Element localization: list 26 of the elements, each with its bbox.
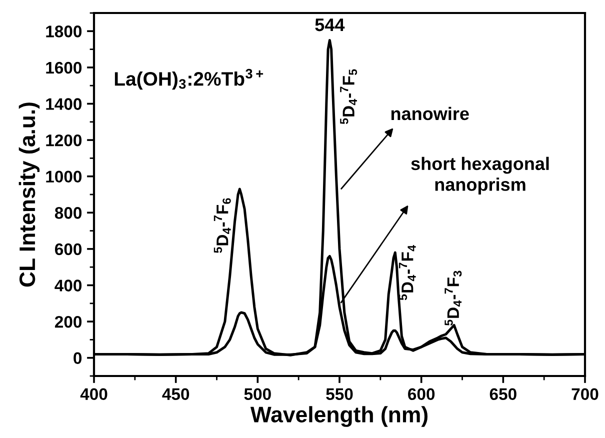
x-tick-label: 650	[490, 388, 516, 400]
y-tick-label: 400	[54, 280, 82, 292]
y-tick-label: 1000	[46, 170, 82, 183]
annotation: 544	[315, 18, 345, 32]
y-tick-label: 1600	[46, 62, 82, 74]
x-tick-label: 550	[326, 388, 353, 400]
y-tick-label: 600	[55, 243, 82, 256]
annotation: $^{5}$D$_{4}$-$^{7}$F$_{3}$	[444, 270, 462, 326]
x-axis-title: Wavelength (nm)	[250, 406, 428, 427]
y-tick-label: 800	[54, 207, 82, 219]
annotation: nanowire	[391, 106, 469, 120]
annotation: $^{5}$D$_{4}$-$^{7}$F$_{6}$	[214, 198, 231, 253]
annotation: short hexagonal nanoprism	[411, 156, 549, 194]
y-tick-label: 200	[54, 316, 82, 328]
y-tick-label: 1200	[46, 134, 82, 146]
y-tick-label: 1400	[46, 98, 82, 110]
x-tick-label: 500	[244, 388, 271, 400]
y-tick-label: 1800	[46, 26, 82, 38]
x-tick-label: 700	[572, 388, 598, 400]
x-tick-label: 400	[80, 388, 108, 400]
y-axis-title: CL Intensity (a.u.)	[18, 102, 40, 287]
y-tick-label: 0	[74, 352, 82, 364]
x-tick-label: 600	[408, 388, 435, 400]
x-tick-label: 450	[162, 388, 190, 400]
annotation: $^{5}$D$_{4}$-$^{7}$F$_{5}$	[340, 69, 358, 124]
annotation: La(OH)$_{3}$:2%Tb$^{3+}$	[114, 68, 264, 90]
